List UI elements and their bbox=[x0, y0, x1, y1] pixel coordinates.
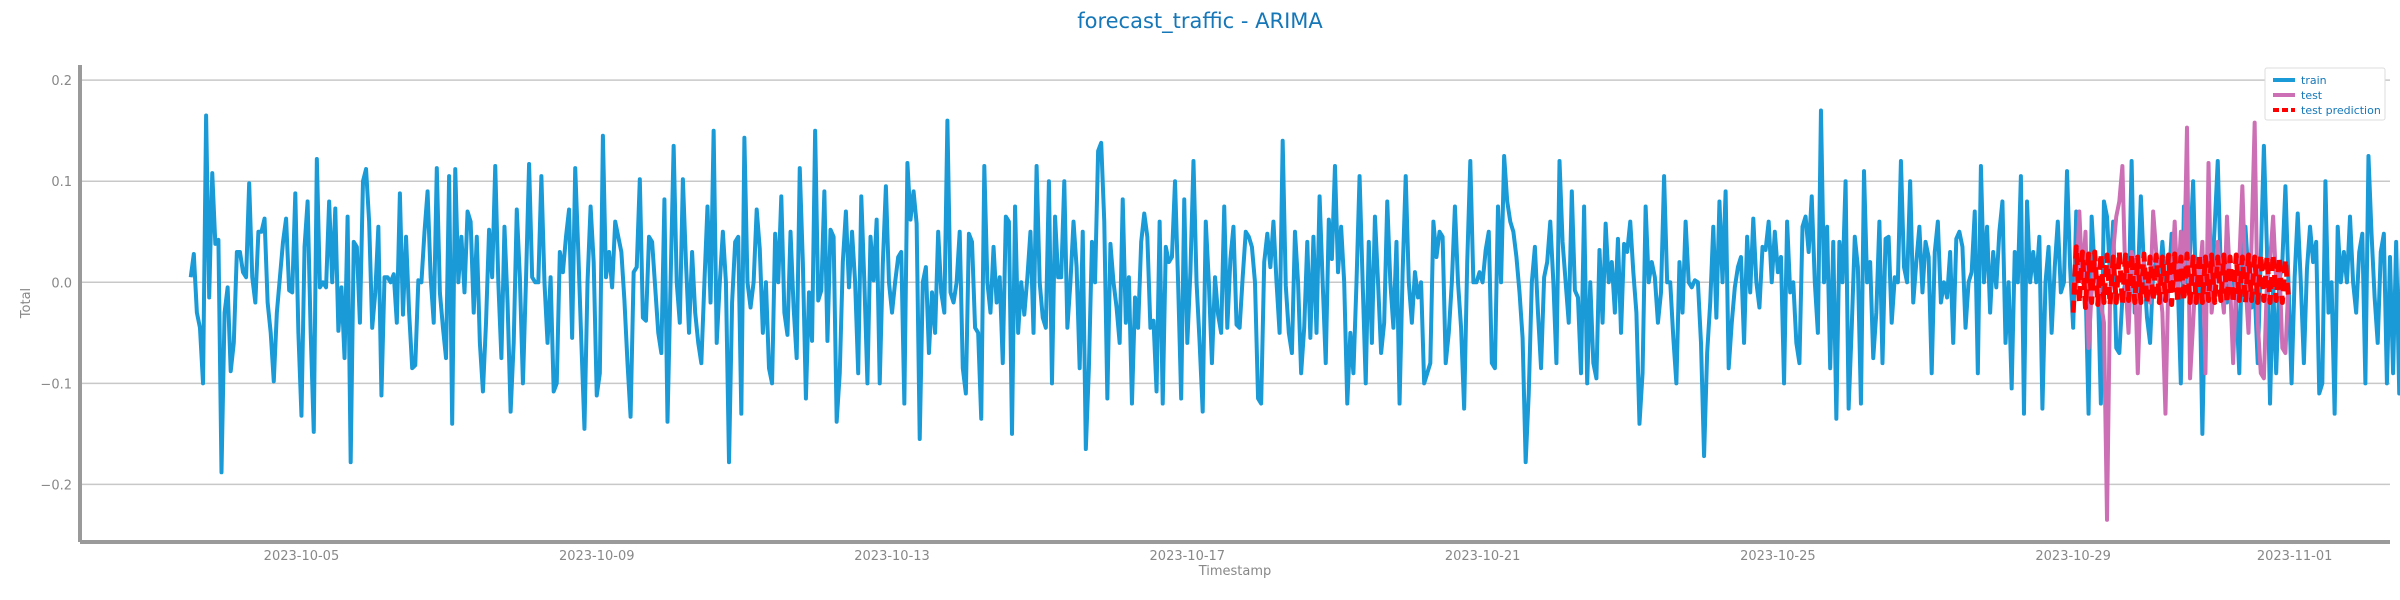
x-tick-label: 2023-10-09 bbox=[559, 549, 635, 564]
y-tick-label: −0.1 bbox=[40, 377, 72, 392]
x-tick-label: 2023-10-17 bbox=[1150, 549, 1226, 564]
legend: train test test prediction bbox=[2264, 67, 2386, 121]
legend-label: test bbox=[2301, 89, 2323, 102]
legend-label: test prediction bbox=[2301, 104, 2381, 117]
x-tick-label: 2023-10-25 bbox=[1740, 549, 1816, 564]
x-axis-label: Timestamp bbox=[1198, 564, 1272, 579]
y-axis-ticks: −0.2 −0.1 0.0 0.1 0.2 bbox=[40, 74, 72, 493]
x-axis-ticks: 2023-10-05 2023-10-09 2023-10-13 2023-10-17… bbox=[264, 549, 2333, 564]
series-line-test bbox=[2071, 120, 2291, 522]
legend-label: train bbox=[2301, 74, 2327, 87]
series-lines bbox=[188, 108, 2400, 522]
y-tick-label: 0.1 bbox=[51, 175, 72, 190]
y-tick-label: 0.2 bbox=[51, 74, 72, 89]
chart-title: forecast_traffic - ARIMA bbox=[1077, 9, 1323, 34]
y-tick-label: −0.2 bbox=[40, 478, 72, 493]
series-line-train bbox=[188, 108, 2400, 475]
y-axis-label: Total bbox=[19, 288, 34, 319]
x-tick-label: 2023-10-21 bbox=[1445, 549, 1521, 564]
y-tick-label: 0.0 bbox=[51, 276, 72, 291]
x-tick-label: 2023-10-13 bbox=[854, 549, 930, 564]
x-tick-label: 2023-10-29 bbox=[2035, 549, 2111, 564]
series-line-test-prediction bbox=[2070, 244, 2291, 313]
x-tick-label: 2023-11-01 bbox=[2257, 549, 2333, 564]
x-tick-label: 2023-10-05 bbox=[264, 549, 340, 564]
